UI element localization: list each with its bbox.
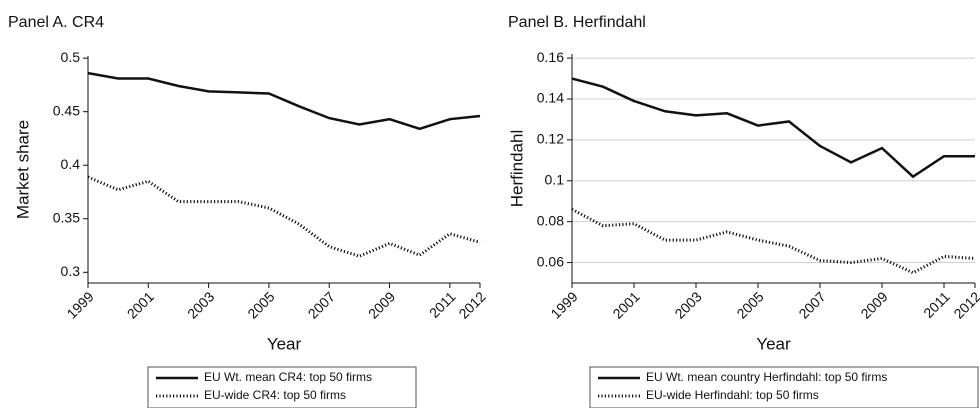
- series-line: [87, 175, 481, 258]
- x-tick-label: 2001: [124, 288, 157, 321]
- y-tick-label: 0.35: [53, 209, 80, 225]
- y-tick-label: 0.4: [61, 156, 81, 172]
- series-line: [571, 77, 975, 179]
- y-tick-label: 0.12: [537, 131, 564, 147]
- y-tick-label: 0.08: [537, 212, 564, 228]
- x-tick-label: 2003: [671, 288, 704, 321]
- legend-box: [589, 366, 979, 408]
- x-tick-label: 2007: [305, 288, 338, 321]
- x-tick-label: 1999: [63, 288, 96, 321]
- series-line: [87, 71, 481, 131]
- y-axis-label: Herfindahl: [507, 130, 526, 208]
- x-tick-label: 2007: [795, 288, 828, 321]
- x-tick-label: 2005: [244, 288, 277, 321]
- panel-title: Panel A. CR4: [8, 14, 104, 31]
- legend-label: EU-wide CR4: top 50 firms: [204, 388, 346, 402]
- x-axis-label: Year: [267, 334, 302, 353]
- y-tick-label: 0.5: [61, 49, 81, 65]
- y-tick-label: 0.16: [537, 49, 564, 65]
- x-tick-label: 1999: [547, 288, 580, 321]
- x-tick-label: 2009: [857, 288, 890, 321]
- y-axis-label: Market share: [13, 120, 32, 219]
- x-tick-label: 2011: [426, 288, 459, 321]
- series-line: [571, 208, 976, 275]
- x-tick-label: 2005: [733, 288, 766, 321]
- x-tick-label: 2012: [950, 288, 980, 321]
- x-axis-label: Year: [756, 334, 791, 353]
- legend-label: EU Wt. mean country Herfindahl: top 50 f…: [646, 370, 887, 384]
- legend-label: EU Wt. mean CR4: top 50 firms: [204, 370, 372, 384]
- x-tick-label: 2009: [365, 288, 398, 321]
- legend-label: EU-wide Herfindahl: top 50 firms: [646, 388, 819, 402]
- y-tick-label: 0.1: [545, 171, 565, 187]
- x-tick-label: 2003: [184, 288, 217, 321]
- legend-box: [147, 366, 417, 408]
- x-tick-label: 2012: [455, 288, 488, 321]
- x-tick-label: 2011: [920, 288, 953, 321]
- y-tick-label: 0.14: [537, 90, 564, 106]
- y-tick-label: 0.45: [53, 102, 80, 118]
- panel-title: Panel B. Herfindahl: [508, 14, 646, 31]
- x-tick-label: 2001: [609, 288, 642, 321]
- y-tick-label: 0.06: [537, 253, 564, 269]
- y-tick-label: 0.3: [61, 263, 81, 279]
